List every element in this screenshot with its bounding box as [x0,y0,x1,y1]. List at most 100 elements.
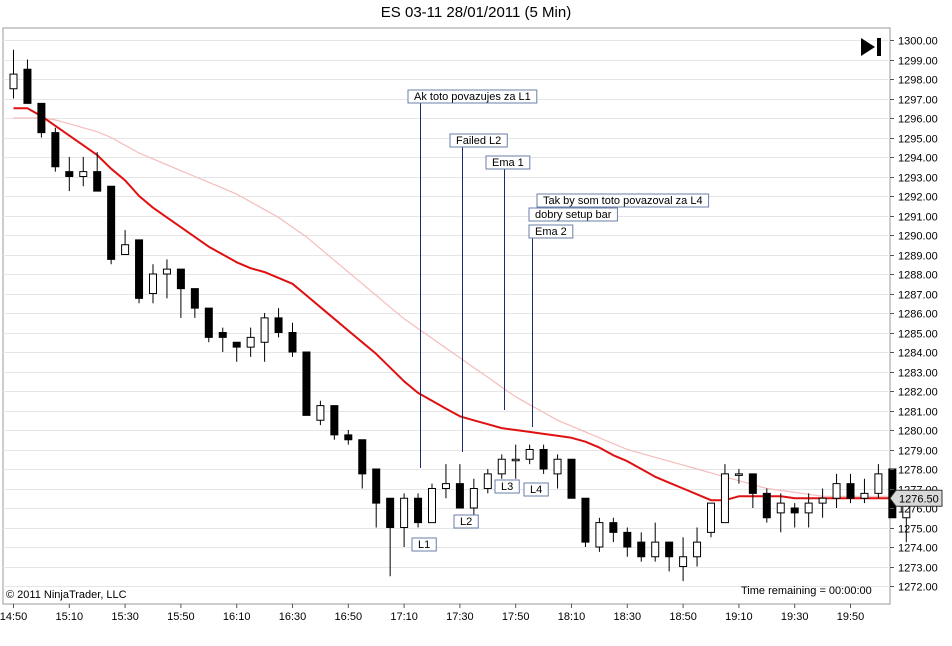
candle [525,444,534,465]
y-tick-label: 1291.00 [898,212,938,224]
annotation-box [528,224,574,239]
axis-layer: 1272.001273.001274.001275.001276.001277.… [0,36,943,623]
skip-to-end-icon[interactable] [861,37,883,57]
candle [595,517,604,552]
candle [65,157,74,192]
candle [79,157,88,187]
candle-body-down [790,507,799,514]
candle [581,497,590,547]
candle-body-down [539,449,548,470]
candle-body-down [288,332,297,353]
candle-body-up [246,336,255,348]
candle [623,527,632,557]
candle-body-up [860,492,869,499]
annotation-text: L2 [460,516,472,528]
y-tick-label: 1285.00 [898,329,938,341]
time-remaining-text: Time remaining = 00:00:00 [741,585,872,597]
y-tick-label: 1294.00 [898,153,938,165]
candle [776,493,785,533]
x-tick-label: 18:30 [614,611,642,623]
candle [874,464,883,499]
annotation-4: Tak by som toto povazoval za L4 [536,193,710,208]
candle-body-down [274,317,283,333]
y-tick-label: 1300.00 [898,36,938,48]
candle [274,308,283,338]
candle-body-up [553,458,562,475]
annotation-text: Failed L2 [456,135,501,147]
annotation-box [494,479,520,494]
annotation-box [536,193,710,208]
y-tick-label: 1299.00 [898,56,938,68]
candle-body-up [121,244,130,255]
candle [107,185,116,265]
annotation-8: L2 [453,514,479,529]
candle-body-up [720,473,729,524]
candle-body-down [65,171,74,177]
annotation-text: L1 [418,539,430,551]
candle [511,444,520,479]
candle-body-up [776,502,785,514]
x-tick-label: 18:50 [669,611,697,623]
candle [720,464,729,524]
candle [748,473,757,508]
x-tick-label: 18:10 [558,611,586,623]
candle [567,458,576,499]
candle [790,503,799,528]
y-tick-label: 1281.00 [898,407,938,419]
candle [665,541,674,572]
candle-body-up [525,449,534,460]
candle-body-down [623,531,632,548]
y-tick-label: 1286.00 [898,309,938,321]
x-tick-label: 17:30 [446,611,474,623]
candle-body-down [232,341,241,348]
candle-body-up [428,488,436,524]
y-tick-label: 1288.00 [898,270,938,282]
annotation-5: dobry setup bar [528,207,618,222]
candle-body-up [400,497,409,528]
candle [176,268,185,318]
annotation-text: dobry setup bar [535,209,612,221]
candle-body-down [455,483,464,509]
candle-body-up [79,171,88,177]
annotation-text: Ema 2 [535,226,567,238]
candle [804,493,813,528]
last-price-box [889,489,943,507]
candle [93,152,102,192]
candle [846,473,855,504]
candle-body-down [609,522,618,533]
candle [330,405,339,440]
candle [734,469,743,484]
candle [246,327,255,357]
x-tick-label: 14:50 [0,611,27,623]
y-tick-label: 1298.00 [898,75,938,87]
x-tick-label: 16:10 [223,611,251,623]
candle-body-up [832,483,841,499]
candle-body-down [762,492,771,519]
annotation-6: Ema 2 [528,224,574,427]
candle-body-down [330,405,339,436]
y-tick-label: 1279.00 [898,446,938,458]
candle [483,469,492,494]
y-tick-label: 1278.00 [898,465,938,477]
candle-body-up [511,458,520,462]
annotation-box [523,482,549,497]
candle-body-down [846,483,855,499]
candle [204,307,213,343]
candle [135,239,144,304]
y-tick-label: 1272.00 [898,582,938,594]
candle-body-down [665,541,674,558]
candle-body-up [483,473,492,489]
candle-body-down [302,351,311,416]
candle-body-down [748,473,757,494]
candle-body-up [162,268,171,275]
annotation-layer: Ak toto povazujes za L1 Failed L2 Ema 1 Tak… [407,89,710,552]
candle [358,439,367,489]
candle [441,464,450,499]
candle [762,488,771,523]
x-tick-label: 19:50 [837,611,865,623]
candle [9,49,18,99]
candle-layer [9,49,911,582]
ema-layer [13,107,907,502]
candle [693,527,702,567]
